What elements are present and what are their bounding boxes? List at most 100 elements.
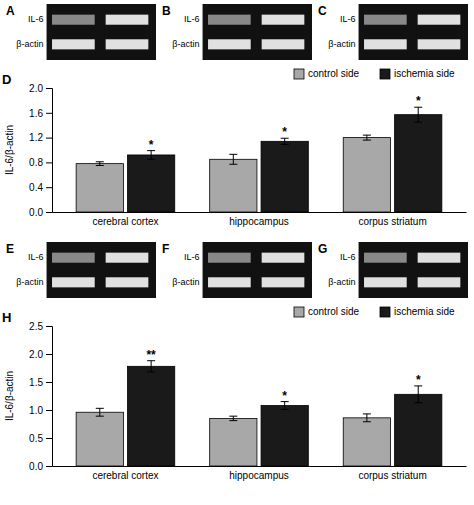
legend-label: ischemia side bbox=[394, 68, 455, 79]
error-bar-cap bbox=[229, 416, 237, 417]
gel-band bbox=[418, 253, 461, 263]
y-tick-mark bbox=[46, 354, 52, 355]
error-bar-cap bbox=[414, 122, 422, 123]
error-bar bbox=[96, 408, 104, 416]
x-tick-label: corpus striatum bbox=[358, 216, 426, 227]
x-tick-label: corpus striatum bbox=[358, 470, 426, 481]
legend-swatch bbox=[294, 307, 304, 317]
gel-band bbox=[262, 15, 305, 25]
gel-row-label: IL-6 bbox=[28, 252, 44, 262]
error-bar-cap bbox=[363, 413, 371, 414]
y-tick: 0.0 bbox=[29, 461, 52, 472]
gel-panel: CIL-6β-actin bbox=[318, 4, 468, 60]
gel-band bbox=[106, 39, 149, 49]
y-tick: 1.5 bbox=[29, 377, 52, 388]
y-tick-mark bbox=[46, 410, 52, 411]
panel-label: D bbox=[2, 72, 11, 87]
x-tick-label: hippocampus bbox=[229, 216, 288, 227]
gel-row-label: β-actin bbox=[16, 39, 43, 49]
error-bar-cap bbox=[363, 421, 371, 422]
panel-label: B bbox=[162, 4, 171, 18]
bar bbox=[395, 115, 442, 212]
error-bar-cap bbox=[229, 420, 237, 421]
gel-band bbox=[418, 15, 461, 25]
legend-entry: ischemia side bbox=[380, 68, 455, 79]
error-bar-cap bbox=[363, 140, 371, 141]
y-tick-mark bbox=[46, 326, 52, 327]
gel-row-label: IL-6 bbox=[184, 14, 200, 24]
significance-label: * bbox=[282, 125, 287, 139]
error-bar-cap bbox=[147, 371, 155, 372]
significance-label: ** bbox=[146, 348, 156, 362]
significance-label: * bbox=[282, 389, 287, 403]
y-tick: 0.5 bbox=[29, 433, 52, 444]
error-bar-stem bbox=[366, 135, 367, 140]
y-axis: 0.00.51.01.52.02.5 bbox=[29, 321, 52, 472]
error-bar bbox=[96, 162, 104, 166]
y-tick-mark bbox=[46, 162, 52, 163]
error-bar bbox=[363, 135, 371, 140]
gel-band bbox=[52, 253, 95, 263]
error-bar-cap bbox=[229, 154, 237, 155]
y-tick-mark bbox=[46, 88, 52, 89]
gel-panel: G IL-6 β-actin bbox=[318, 242, 468, 298]
x-tick: hippocampus bbox=[229, 470, 288, 481]
y-tick-label: 0.8 bbox=[29, 157, 43, 168]
y-tick-label: 1.5 bbox=[29, 377, 43, 388]
gel-row-label: IL-6 bbox=[28, 14, 44, 24]
error-bar-cap bbox=[147, 159, 155, 160]
bar bbox=[76, 412, 123, 466]
y-tick: 2.5 bbox=[29, 321, 52, 332]
panel-label: H bbox=[2, 310, 11, 325]
x-tick-label: hippocampus bbox=[229, 470, 288, 481]
x-tick: corpus striatum bbox=[358, 470, 426, 481]
y-tick-mark bbox=[46, 438, 52, 439]
significance-label: * bbox=[149, 138, 154, 152]
gel-band bbox=[364, 277, 407, 287]
error-bar-stem bbox=[151, 361, 152, 372]
error-bar-stem bbox=[233, 154, 234, 164]
error-bar-stem bbox=[418, 107, 419, 122]
gel-band bbox=[106, 277, 149, 287]
panel-label: A bbox=[6, 4, 15, 18]
y-tick-mark bbox=[46, 466, 52, 467]
error-bar bbox=[229, 416, 237, 420]
error-bar-cap bbox=[96, 416, 104, 417]
error-bar-stem bbox=[366, 414, 367, 422]
y-tick: 1.2 bbox=[29, 132, 52, 143]
error-bar-stem bbox=[151, 151, 152, 160]
legend-label: control side bbox=[308, 306, 360, 317]
significance-label: * bbox=[416, 373, 421, 387]
gel-band bbox=[52, 39, 95, 49]
error-bar-cap bbox=[96, 165, 104, 166]
gel-row-label: β-actin bbox=[328, 277, 355, 287]
axis-line bbox=[46, 89, 53, 213]
legend-swatch bbox=[380, 69, 390, 79]
y-tick-label: 2.5 bbox=[29, 321, 43, 332]
gel-band bbox=[418, 277, 461, 287]
bar bbox=[343, 138, 390, 212]
error-bar bbox=[281, 402, 289, 410]
gel-background bbox=[359, 242, 468, 298]
y-tick-mark bbox=[46, 382, 52, 383]
error-bar bbox=[414, 107, 422, 122]
y-tick: 0.0 bbox=[29, 207, 52, 218]
y-tick-label: 0.5 bbox=[29, 433, 43, 444]
gel-band bbox=[52, 277, 95, 287]
gel-row-label: β-actin bbox=[172, 39, 199, 49]
gel-row-label: IL-6 bbox=[340, 252, 356, 262]
error-bar bbox=[147, 151, 155, 160]
significance-label: * bbox=[416, 94, 421, 108]
gel-band bbox=[418, 39, 461, 49]
y-tick: 2.0 bbox=[29, 349, 52, 360]
panel-label: G bbox=[318, 242, 327, 256]
y-axis-title: IL-6/β-actin bbox=[4, 371, 15, 421]
legend-label: ischemia side bbox=[394, 306, 455, 317]
y-tick: 2.0 bbox=[29, 83, 52, 94]
figure: A IL-6 β-actin B IL-6 β-actin CIL-6β-actin 0.0 0… bbox=[0, 0, 474, 505]
error-bar-cap bbox=[229, 164, 237, 165]
gel-row-label: IL-6 bbox=[340, 14, 356, 24]
y-tick-label: 0.4 bbox=[29, 182, 43, 193]
bar bbox=[76, 164, 123, 212]
legend: control side ischemia side bbox=[294, 306, 455, 317]
